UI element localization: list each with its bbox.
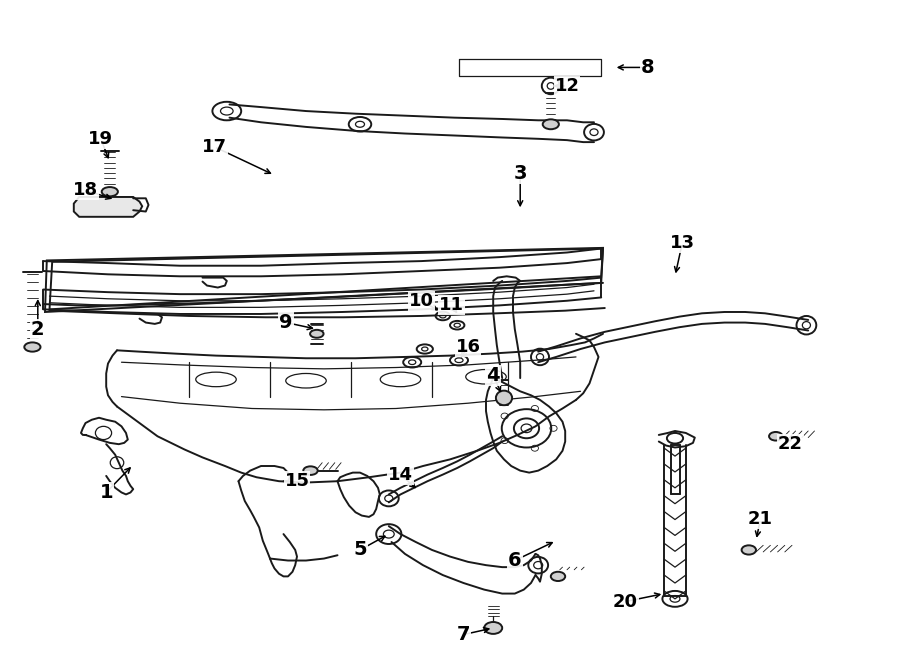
Text: 2: 2 <box>31 320 45 338</box>
Text: 19: 19 <box>88 130 113 148</box>
Text: 3: 3 <box>513 164 526 182</box>
Ellipse shape <box>551 572 565 581</box>
Text: 6: 6 <box>508 551 522 570</box>
Text: 18: 18 <box>73 181 98 200</box>
Ellipse shape <box>484 622 502 634</box>
Text: 15: 15 <box>284 472 310 490</box>
Text: 8: 8 <box>641 58 655 77</box>
Text: 14: 14 <box>388 465 413 484</box>
Text: 22: 22 <box>778 435 803 453</box>
Ellipse shape <box>310 330 323 338</box>
Ellipse shape <box>496 391 512 405</box>
Ellipse shape <box>769 432 782 441</box>
Ellipse shape <box>303 466 318 475</box>
Text: 17: 17 <box>202 137 227 156</box>
Text: 20: 20 <box>613 592 638 611</box>
Text: 13: 13 <box>670 234 695 253</box>
Text: 21: 21 <box>748 510 773 528</box>
Text: 16: 16 <box>455 338 481 356</box>
Text: 12: 12 <box>554 77 580 95</box>
Ellipse shape <box>102 187 118 196</box>
Text: 11: 11 <box>439 296 464 315</box>
Ellipse shape <box>24 342 40 352</box>
Polygon shape <box>74 197 142 217</box>
Text: 1: 1 <box>99 483 113 502</box>
Text: 7: 7 <box>456 625 470 644</box>
Text: 4: 4 <box>486 366 500 385</box>
Text: 5: 5 <box>353 541 367 559</box>
Text: 10: 10 <box>409 292 434 310</box>
Ellipse shape <box>543 119 559 129</box>
Ellipse shape <box>742 545 756 555</box>
Text: 9: 9 <box>279 313 293 332</box>
